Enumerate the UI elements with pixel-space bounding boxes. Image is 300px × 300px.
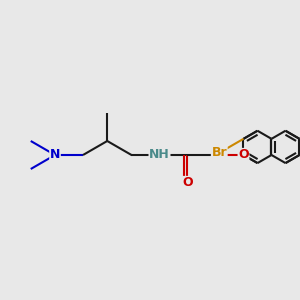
Text: O: O [182, 176, 193, 190]
Text: O: O [238, 148, 249, 161]
Text: N: N [50, 148, 60, 161]
Text: Br: Br [212, 146, 227, 159]
Text: NH: NH [149, 148, 170, 161]
